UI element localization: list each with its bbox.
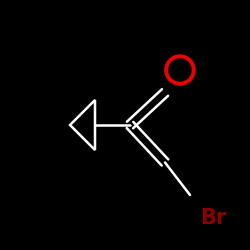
Text: Br: Br — [200, 208, 226, 228]
